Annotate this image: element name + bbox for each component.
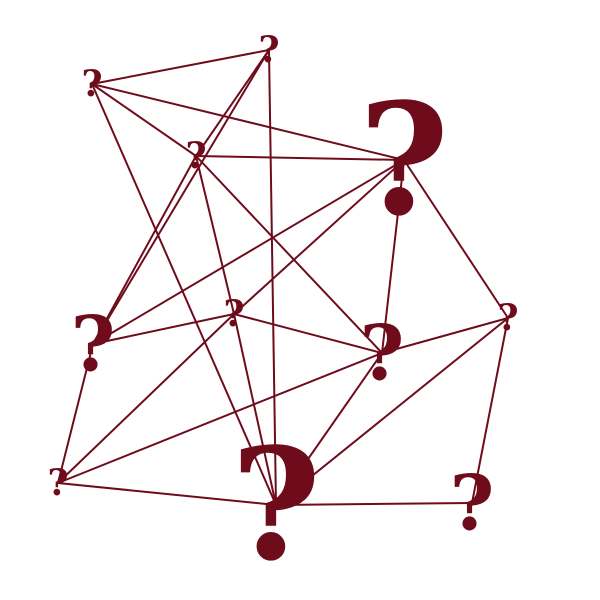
edge-n7-n9 (57, 352, 383, 484)
question-mark-icon: ? (497, 297, 518, 339)
question-mark-icon: ? (258, 29, 279, 71)
edge-n2-n3 (195, 49, 270, 157)
edge-n7-n8 (381, 317, 509, 354)
question-node-n8: ? (497, 297, 518, 339)
question-node-n1: ? (81, 63, 102, 105)
edge-n4-n6 (233, 159, 405, 315)
edge-n3-n6 (195, 155, 235, 315)
edge-n1-n10 (91, 83, 277, 506)
question-mark-icon: ? (47, 462, 68, 504)
edge-layer (57, 49, 509, 506)
edge-n3-n7 (195, 155, 383, 354)
edge-n5-n6 (92, 313, 235, 345)
edge-n9-n10 (57, 482, 277, 506)
edge-n8-n11 (471, 317, 509, 504)
question-node-n9: ? (47, 462, 68, 504)
edge-n8-n10 (275, 317, 509, 506)
edge-n4-n5 (92, 159, 405, 345)
question-node-n11: ? (450, 459, 495, 548)
node-layer: ??????????? (47, 29, 518, 596)
question-mark-icon: ? (223, 293, 244, 335)
question-node-n2: ? (258, 29, 279, 71)
edge-n5-n9 (57, 343, 94, 484)
question-node-n4: ? (359, 70, 449, 251)
edge-n6-n10 (233, 313, 277, 506)
edge-n2-n5 (92, 49, 270, 345)
edge-n2-n10 (268, 49, 277, 506)
question-node-n6: ? (223, 293, 244, 335)
edge-n1-n3 (91, 83, 197, 157)
edge-n7-n10 (275, 352, 383, 506)
question-mark-icon: ? (360, 309, 405, 398)
edge-n3-n4 (195, 155, 405, 161)
question-node-n10: ? (231, 415, 321, 596)
question-mark-icon: ? (185, 135, 206, 177)
edge-n2-n1 (91, 49, 270, 85)
edge-n10-n11 (275, 502, 473, 506)
edge-n4-n8 (403, 159, 509, 319)
edge-n6-n9 (57, 313, 235, 484)
question-mark-icon: ? (81, 63, 102, 105)
edge-n6-n7 (233, 313, 383, 354)
question-node-n5: ? (71, 300, 116, 389)
edge-n3-n5 (92, 155, 197, 345)
question-mark-icon: ? (359, 70, 449, 251)
edge-n4-n7 (381, 159, 405, 354)
question-mark-icon: ? (71, 300, 116, 389)
edge-n1-n4 (91, 83, 405, 161)
question-mark-icon: ? (450, 459, 495, 548)
question-node-n7: ? (360, 309, 405, 398)
question-mark-icon: ? (231, 415, 321, 596)
question-node-n3: ? (185, 135, 206, 177)
